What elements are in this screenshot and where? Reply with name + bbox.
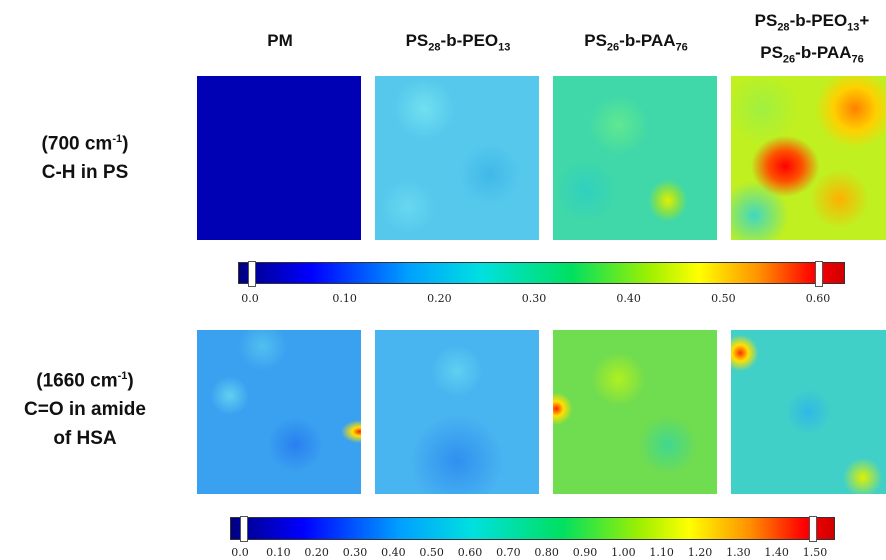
text-part: PS bbox=[584, 31, 607, 50]
row-line: C=O in amide bbox=[0, 395, 170, 424]
header-line: PS28-b-PEO13+ bbox=[717, 8, 886, 40]
slider bbox=[809, 516, 817, 542]
tick-label: 0.40 bbox=[616, 292, 641, 305]
tick-label: 1.10 bbox=[649, 546, 674, 559]
tick-label: 0.20 bbox=[304, 546, 329, 559]
tick-label: 0.80 bbox=[534, 546, 559, 559]
text-part: -b-PAA bbox=[795, 43, 852, 63]
text-part: C-H in PS bbox=[41, 162, 129, 184]
heatmap bbox=[375, 330, 539, 494]
text-part: of HSA bbox=[53, 428, 117, 450]
tick-label: 0.50 bbox=[419, 546, 444, 559]
slider bbox=[815, 261, 823, 287]
tick-label: 0.10 bbox=[266, 546, 291, 559]
header-line: PS28-b-PEO13 bbox=[363, 28, 553, 60]
row-line: (700 cm-1) bbox=[0, 125, 170, 158]
row-line: (1660 cm-1) bbox=[0, 362, 170, 395]
colorbar bbox=[238, 261, 845, 287]
script-text: 13 bbox=[847, 21, 860, 34]
row-line: C-H in PS bbox=[0, 158, 170, 187]
tick-label: 0.40 bbox=[381, 546, 406, 559]
row-line: of HSA bbox=[0, 424, 170, 453]
script-text: 76 bbox=[851, 53, 864, 66]
tick-label: 1.20 bbox=[687, 546, 713, 559]
text-part: ) bbox=[122, 133, 129, 155]
heatmap bbox=[197, 330, 361, 494]
heatmap bbox=[553, 330, 717, 494]
text-part: PS bbox=[754, 11, 778, 30]
tick-label: 0.0 bbox=[231, 546, 249, 559]
row-label: (1660 cm-1) C=O in amide of HSA bbox=[0, 362, 170, 453]
column-header: PS26-b-PAA76 bbox=[541, 28, 731, 60]
heatmap bbox=[731, 330, 886, 494]
script-text: 28 bbox=[428, 41, 441, 54]
script-text: 13 bbox=[498, 41, 511, 54]
tick-label: 1.40 bbox=[764, 546, 789, 559]
text-part: PS bbox=[405, 31, 429, 50]
tick-label: 0.10 bbox=[332, 292, 357, 305]
tick-label: 0.20 bbox=[427, 292, 452, 305]
colorbar bbox=[230, 516, 835, 542]
heatmap bbox=[375, 76, 539, 240]
header-line: PM bbox=[185, 28, 375, 54]
text-part: -b-PAA bbox=[619, 31, 676, 50]
tick-label: 0.30 bbox=[342, 546, 368, 559]
script-text: 26 bbox=[606, 41, 620, 54]
script-text: 26 bbox=[782, 53, 796, 66]
text-part: -b-PEO bbox=[789, 11, 848, 30]
tick-label: 0.90 bbox=[572, 546, 598, 559]
column-header: PM bbox=[185, 28, 375, 54]
slider bbox=[248, 261, 256, 287]
tick-label: 1.30 bbox=[726, 546, 751, 559]
column-header: PS28-b-PEO13+ PS26-b-PAA76 bbox=[717, 8, 886, 73]
tick-label: 0.0 bbox=[241, 292, 259, 305]
script-text: -1 bbox=[117, 370, 128, 382]
script-text: -1 bbox=[112, 133, 123, 145]
header-line: PS26-b-PAA76 bbox=[717, 40, 886, 72]
header-line: PS26-b-PAA76 bbox=[541, 28, 731, 60]
text-part: (700 cm bbox=[41, 133, 113, 155]
tick-label: 0.60 bbox=[457, 546, 483, 559]
text-part: -b-PEO bbox=[440, 31, 499, 50]
text-part: ) bbox=[127, 370, 134, 392]
tick-label: 0.50 bbox=[711, 292, 736, 305]
text-part: + bbox=[859, 11, 870, 30]
row-label: (700 cm-1) C-H in PS bbox=[0, 125, 170, 187]
tick-label: 1.50 bbox=[802, 546, 828, 559]
text-part: C=O in amide bbox=[24, 399, 146, 421]
text-part: PS bbox=[760, 43, 783, 63]
script-text: 76 bbox=[675, 41, 688, 54]
tick-label: 0.30 bbox=[521, 292, 547, 305]
text-part: (1660 cm bbox=[36, 370, 118, 392]
heatmap bbox=[731, 76, 886, 240]
script-text: 28 bbox=[777, 21, 790, 34]
column-header: PS28-b-PEO13 bbox=[363, 28, 553, 60]
text-part: PM bbox=[267, 31, 293, 50]
tick-label: 1.00 bbox=[611, 546, 636, 559]
tick-label: 0.60 bbox=[805, 292, 831, 305]
heatmap bbox=[553, 76, 717, 240]
slider bbox=[240, 516, 248, 542]
heatmap bbox=[197, 76, 361, 240]
tick-label: 0.70 bbox=[496, 546, 521, 559]
